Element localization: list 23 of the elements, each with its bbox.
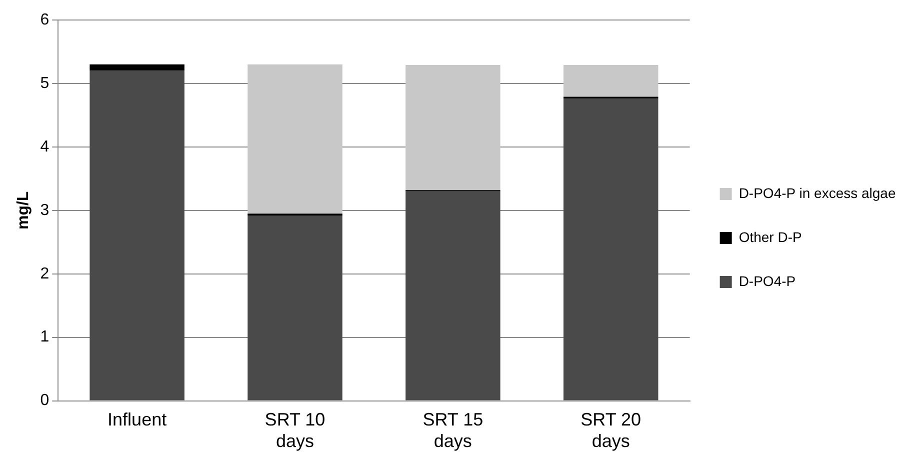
y-tick-label: 3: [40, 202, 50, 219]
bar: [563, 65, 658, 97]
legend-label: D-PO4-P: [738, 272, 796, 289]
x-tick-label: Influent: [108, 410, 167, 430]
legend-label: D-PO4-P in excess algae: [738, 184, 896, 201]
bar: [563, 98, 658, 400]
y-tick-label: 2: [40, 265, 50, 282]
x-tick-label: SRT 20 days: [580, 410, 642, 452]
bar: [90, 64, 184, 71]
x-tick-label: SRT 10 days: [264, 410, 326, 452]
y-tick-label: 1: [40, 328, 50, 346]
y-axis-title: mg/L: [15, 191, 32, 230]
bar: [406, 191, 500, 400]
bar: [90, 70, 184, 400]
y-tick-label: 6: [40, 11, 50, 28]
y-tick-label: 5: [40, 74, 50, 92]
y-tick-label: 0: [40, 392, 50, 410]
x-tick-label: SRT 15 days: [422, 410, 484, 452]
bar: [248, 64, 342, 214]
bar: [406, 65, 500, 190]
y-tick-label: 4: [40, 138, 50, 156]
legend-label: Other D-P: [738, 228, 802, 245]
bar: [248, 215, 342, 400]
